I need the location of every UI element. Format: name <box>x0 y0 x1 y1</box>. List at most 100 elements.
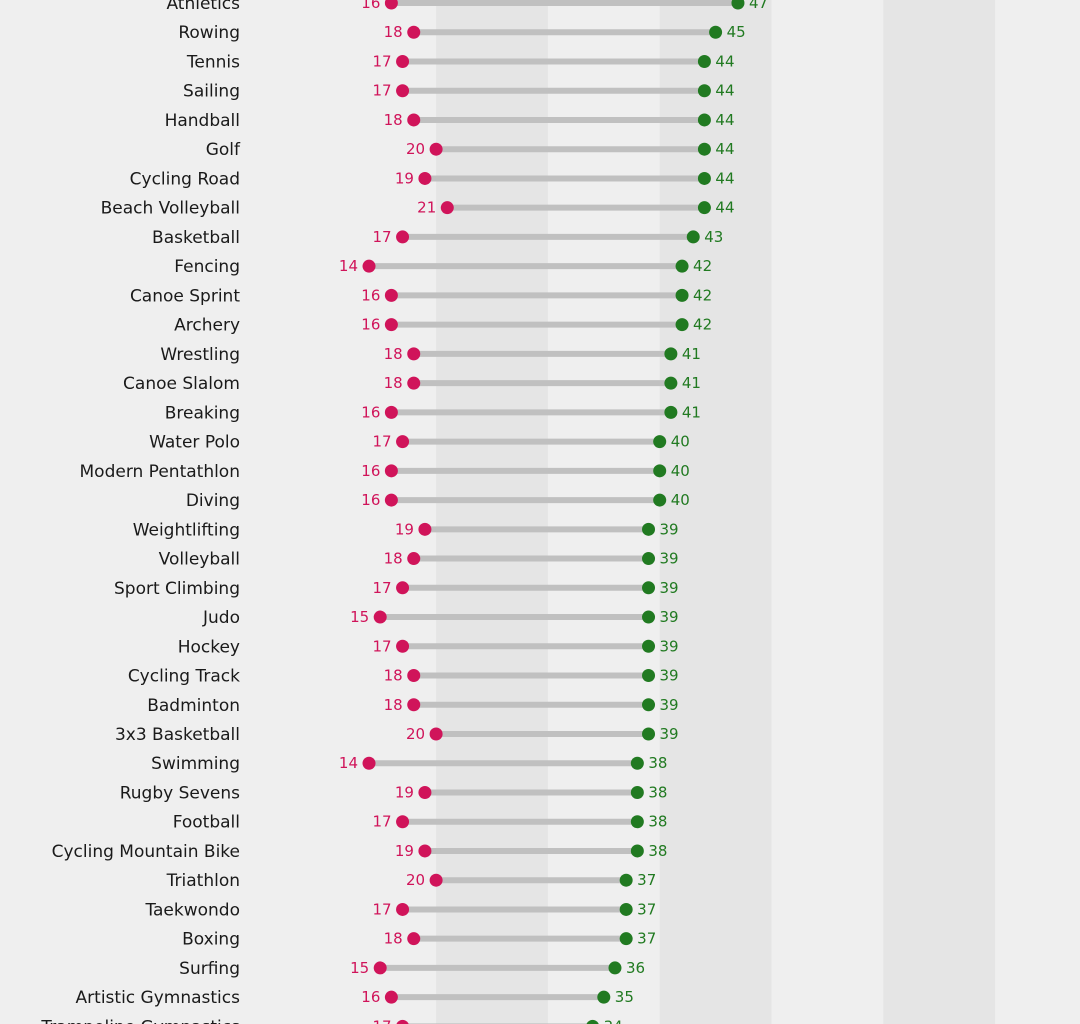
max-point <box>642 552 656 566</box>
min-point <box>396 815 410 829</box>
min-point <box>429 727 443 741</box>
max-point <box>697 54 711 68</box>
max-value-label: 39 <box>660 725 679 743</box>
max-point <box>697 113 711 127</box>
max-point <box>642 639 656 653</box>
max-value-label: 41 <box>682 403 701 421</box>
max-point <box>630 815 644 829</box>
max-point <box>675 318 689 332</box>
min-value-label: 19 <box>395 783 414 801</box>
max-point <box>664 347 678 361</box>
min-value-label: 18 <box>384 374 403 392</box>
category-label: Artistic Gymnastics <box>76 988 241 1008</box>
min-value-label: 14 <box>339 257 358 275</box>
max-point <box>619 932 633 946</box>
min-value-label: 17 <box>372 637 391 655</box>
max-point <box>642 669 656 683</box>
category-label: Wrestling <box>160 345 240 365</box>
min-value-label: 18 <box>384 930 403 948</box>
min-value-label: 17 <box>372 579 391 597</box>
min-value-label: 17 <box>372 813 391 831</box>
max-value-label: 36 <box>626 959 645 977</box>
min-point <box>384 318 398 332</box>
max-point <box>586 1019 599 1024</box>
category-label: Weightlifting <box>133 520 240 540</box>
max-point <box>731 0 745 10</box>
max-value-label: 45 <box>727 23 746 41</box>
max-point <box>653 435 667 449</box>
category-label: Fencing <box>174 257 240 277</box>
min-point <box>362 756 376 770</box>
category-label: Football <box>173 813 240 833</box>
min-point <box>396 54 410 68</box>
min-point <box>418 522 432 536</box>
min-point <box>396 435 410 449</box>
max-value-label: 44 <box>715 169 734 187</box>
min-point <box>396 639 410 653</box>
min-point <box>384 493 398 507</box>
min-point <box>407 347 421 361</box>
category-label: Athletics <box>166 0 240 14</box>
max-value-label: 40 <box>671 462 690 480</box>
max-value-label: 44 <box>715 52 734 70</box>
category-label: Cycling Road <box>130 169 240 189</box>
category-label: Boxing <box>182 930 240 950</box>
min-value-label: 17 <box>372 228 391 246</box>
min-value-label: 15 <box>350 608 369 626</box>
max-value-label: 44 <box>715 111 734 129</box>
category-label: Rugby Sevens <box>120 783 240 803</box>
max-point <box>697 171 711 185</box>
min-point <box>429 142 443 156</box>
min-point <box>396 902 410 916</box>
category-label: Archery <box>174 316 240 336</box>
max-value-label: 38 <box>648 813 667 831</box>
min-value-label: 20 <box>406 725 425 743</box>
min-value-label: 19 <box>395 169 414 187</box>
category-label: Tennis <box>186 52 240 72</box>
min-point <box>407 552 421 566</box>
category-label: Beach Volleyball <box>101 199 240 219</box>
max-point <box>697 201 711 215</box>
category-label: Taekwondo <box>144 900 240 920</box>
category-label: Trampoline Gymnastics <box>40 1017 240 1024</box>
max-point <box>630 785 644 799</box>
max-value-label: 40 <box>671 491 690 509</box>
category-label: Badminton <box>147 696 240 716</box>
max-point <box>686 230 700 244</box>
min-value-label: 21 <box>417 199 436 217</box>
category-label: Modern Pentathlon <box>80 462 241 482</box>
max-value-label: 40 <box>671 433 690 451</box>
max-point <box>642 522 656 536</box>
min-value-label: 15 <box>350 959 369 977</box>
max-point <box>619 873 633 887</box>
background-band <box>883 0 996 1024</box>
max-value-label: 37 <box>637 871 656 889</box>
min-value-label: 20 <box>406 871 425 889</box>
max-value-label: 47 <box>749 0 768 12</box>
category-label: Basketball <box>152 228 240 248</box>
max-point <box>675 288 689 302</box>
max-value-label: 41 <box>682 345 701 363</box>
min-value-label: 18 <box>384 667 403 685</box>
category-label: Water Polo <box>149 433 240 453</box>
min-value-label: 17 <box>372 82 391 100</box>
max-point <box>653 493 667 507</box>
max-value-label: 41 <box>682 374 701 392</box>
max-value-label: 44 <box>715 82 734 100</box>
max-value-label: 37 <box>637 900 656 918</box>
category-label: Golf <box>206 140 241 160</box>
max-value-label: 43 <box>704 228 723 246</box>
min-point <box>407 113 421 127</box>
category-label: Canoe Sprint <box>130 286 240 306</box>
min-point <box>418 785 432 799</box>
min-point <box>396 84 410 98</box>
max-point <box>597 990 611 1004</box>
max-value-label: 42 <box>693 286 712 304</box>
min-value-label: 16 <box>361 403 380 421</box>
max-value-label: 42 <box>693 316 712 334</box>
max-value-label: 38 <box>648 842 667 860</box>
min-value-label: 16 <box>361 462 380 480</box>
category-label: Surfing <box>179 959 240 979</box>
min-point <box>384 0 398 10</box>
max-value-label: 34 <box>604 1017 623 1024</box>
